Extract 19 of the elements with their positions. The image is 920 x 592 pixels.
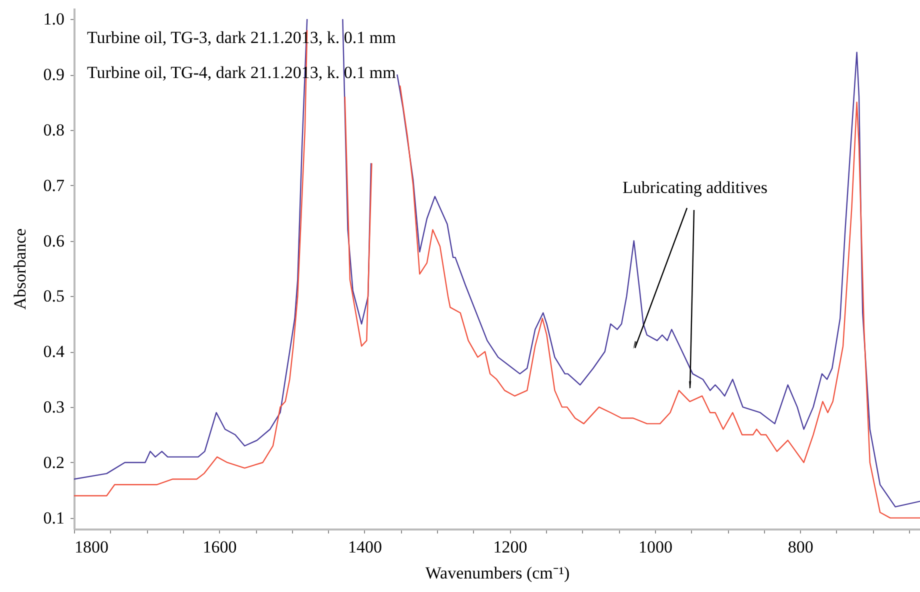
y-tick-label: 0.1 — [43, 508, 64, 528]
x-axis-title: Wavenumbers (cm⁻¹) — [425, 564, 570, 582]
x-tick-label: 800 — [788, 538, 814, 556]
y-axis-title: Absorbance — [10, 228, 30, 310]
annotation: Lubricating additives — [622, 178, 768, 197]
x-tick-label: 1200 — [493, 538, 528, 556]
y-tick-label: 0.4 — [43, 342, 65, 362]
x-tick-label: 1800 — [74, 538, 108, 556]
y-tick-label: 0.7 — [43, 176, 65, 195]
x-tick-label: 1000 — [638, 538, 672, 556]
y-tick-label: 0.5 — [43, 286, 64, 306]
y-tick-label: 0.8 — [43, 120, 64, 140]
y-tick-label: 0.9 — [43, 65, 64, 84]
y-tick-label: 0.3 — [43, 398, 64, 417]
y-tick-label: 0.2 — [43, 452, 64, 472]
y-tick-label: 0.6 — [43, 231, 64, 250]
x-tick-label: 1600 — [202, 538, 237, 556]
x-tick-label: 1400 — [348, 538, 382, 556]
y-tick-label: 1.0 — [43, 10, 64, 29]
